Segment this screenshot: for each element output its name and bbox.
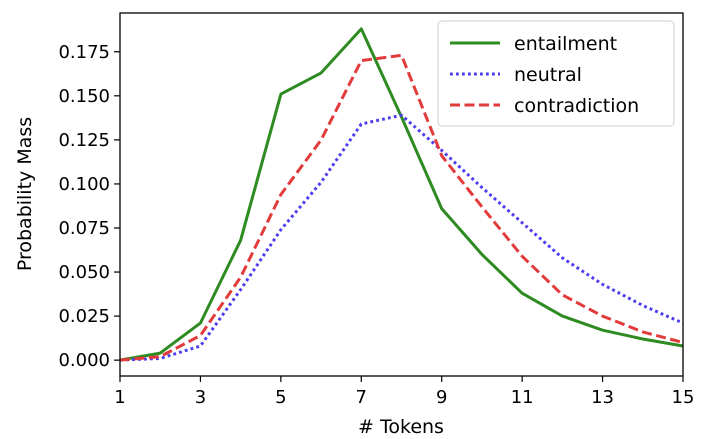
x-tick-label: 5 [275, 387, 286, 408]
y-axis: 0.000 0.025 0.050 0.075 0.100 0.125 0.150 0.175 [58, 42, 120, 371]
y-axis-title: Probability Mass [14, 117, 36, 271]
y-tick-label: 0.050 [58, 262, 110, 283]
y-tick-label: 0.125 [58, 130, 110, 151]
x-tick-label: 9 [436, 387, 447, 408]
plot-frame [119, 12, 684, 377]
y-tick-label: 0.150 [58, 86, 110, 107]
legend-label-entailment: entailment [514, 33, 617, 55]
y-tick-label: 0.025 [58, 306, 110, 327]
series-line-neutral [119, 113, 684, 362]
x-tick-label: 1 [114, 387, 125, 408]
legend: entailment neutral contradiction [437, 20, 675, 127]
x-axis: 1 3 5 7 9 11 13 15 [114, 376, 694, 408]
x-tick-label: 11 [511, 387, 534, 408]
series-layer [119, 27, 684, 362]
x-tick-label: 3 [195, 387, 206, 408]
x-tick-label: 13 [591, 387, 614, 408]
series-line-contradiction [119, 53, 684, 362]
y-tick-label: 0.175 [58, 42, 110, 63]
y-tick-label: 0.000 [58, 350, 110, 371]
y-tick-label: 0.075 [58, 218, 110, 239]
x-tick-label: 7 [356, 387, 367, 408]
legend-box [437, 20, 675, 127]
y-tick-label: 0.100 [58, 174, 110, 195]
legend-label-contradiction: contradiction [514, 95, 639, 117]
x-tick-label: 15 [672, 387, 695, 408]
x-axis-title: # Tokens [358, 416, 444, 438]
legend-label-neutral: neutral [514, 64, 582, 86]
series-line-entailment [119, 27, 684, 362]
